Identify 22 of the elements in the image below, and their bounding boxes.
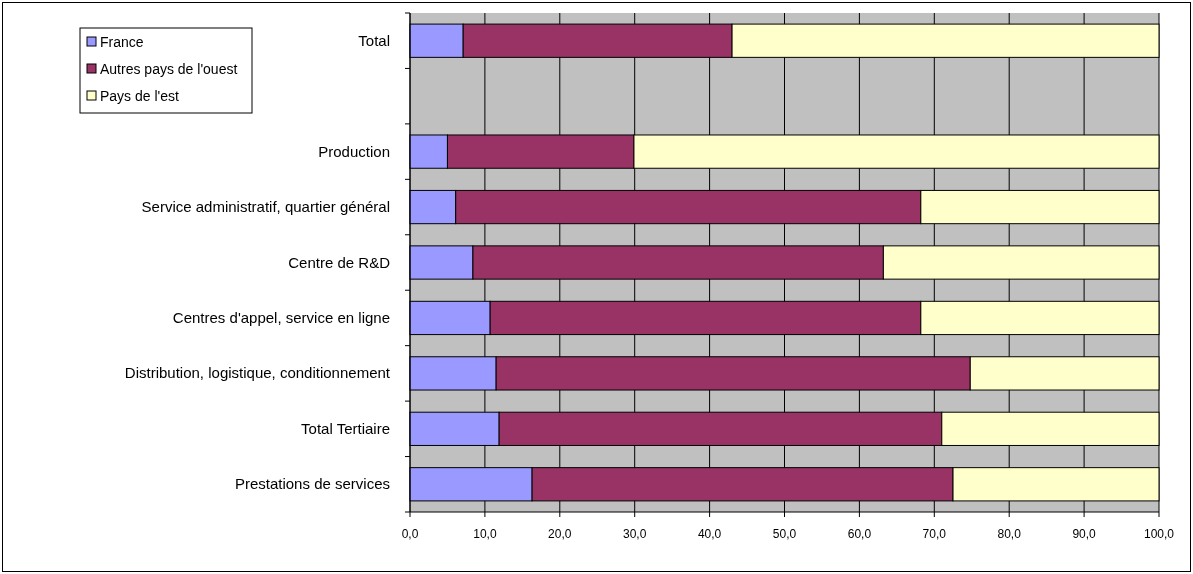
- y-tick-label: Distribution, logistique, conditionnement: [124, 364, 391, 382]
- x-tick-label: 30,0: [623, 527, 647, 541]
- y-tick-label: Production: [318, 142, 390, 160]
- y-tick-label: Prestations de services: [234, 475, 390, 493]
- y-tick-label: Total Tertiaire: [301, 419, 390, 437]
- x-tick-label: 50,0: [772, 527, 797, 541]
- x-tick-label: 100,0: [1143, 527, 1175, 541]
- legend-label: Autres pays de l'ouest: [100, 61, 238, 77]
- x-tick-label: 40,0: [697, 527, 722, 541]
- x-tick-label: 0,0: [401, 527, 419, 541]
- legend-label: France: [100, 34, 144, 50]
- x-tick-label: 60,0: [847, 527, 872, 541]
- x-tick-label: 70,0: [922, 527, 947, 541]
- x-tick-label: 10,0: [473, 527, 497, 541]
- y-tick-label: Centre de R&D: [288, 253, 391, 271]
- x-tick-label: 80,0: [997, 527, 1022, 541]
- y-tick-label: Service administratif, quartier général: [141, 198, 390, 216]
- y-tick-label: Total: [358, 31, 390, 49]
- y-tick-label: Centres d'appel, service en ligne: [172, 308, 390, 326]
- x-tick-label: 90,0: [1072, 527, 1097, 541]
- legend-label: Pays de l'est: [100, 88, 180, 104]
- x-tick-label: 20,0: [548, 527, 572, 541]
